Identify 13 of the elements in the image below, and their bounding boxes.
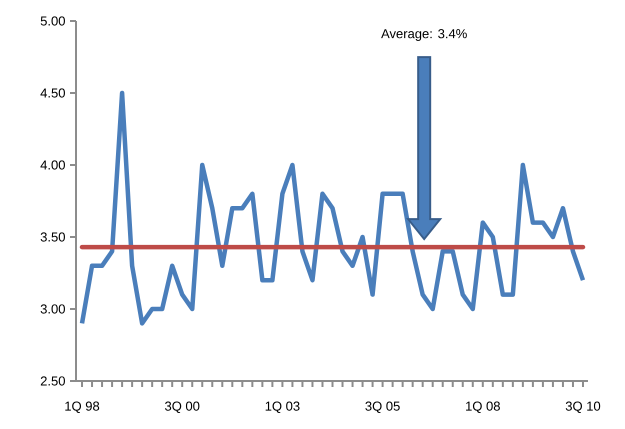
- x-tick-label: 1Q 03: [266, 402, 300, 414]
- x-tick-label: 1Q 08: [466, 402, 500, 414]
- x-tick-label: 1Q 98: [65, 402, 100, 414]
- x-tick-label: 3Q 00: [165, 402, 200, 414]
- x-tick-label: 3Q 10: [566, 402, 600, 414]
- y-tick-label: 4.00: [40, 160, 65, 170]
- y-tick-label: 3.00: [40, 304, 65, 314]
- annotation: Average: 3.4%: [381, 29, 467, 41]
- y-tick-label: 3.50: [40, 232, 65, 242]
- y-tick-label: 4.50: [40, 88, 65, 98]
- x-tick-label: 3Q 05: [365, 402, 400, 414]
- y-tick-label: 5.00: [40, 16, 65, 26]
- y-tick-label: 2.50: [40, 376, 65, 386]
